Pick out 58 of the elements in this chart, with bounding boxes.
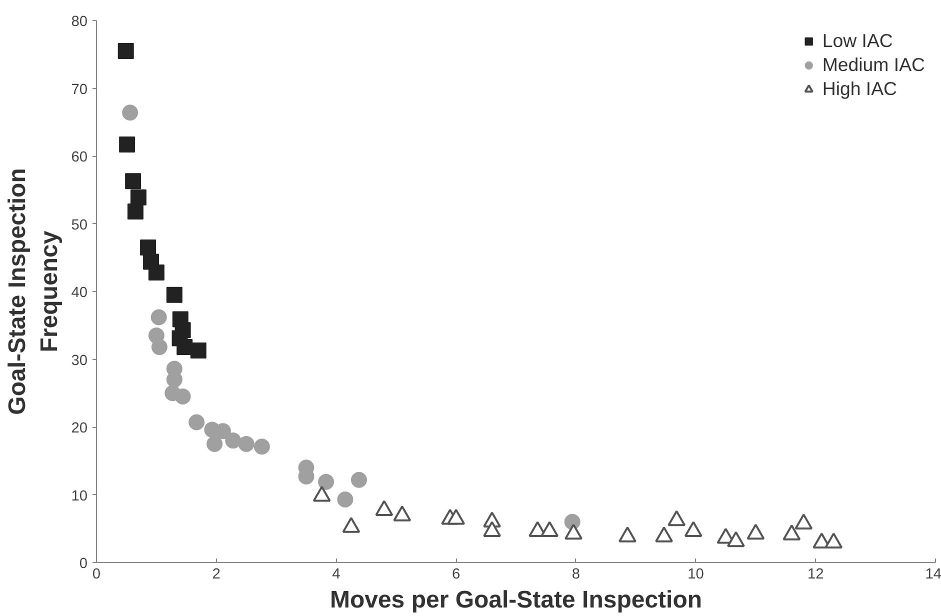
point	[393, 506, 412, 522]
point	[824, 532, 843, 548]
y-tick-label: 30	[71, 352, 88, 369]
point	[125, 173, 142, 190]
x-axis-title: Moves per Goal-State Inspection	[330, 586, 702, 614]
point	[254, 438, 270, 455]
y-tick-label: 50	[71, 217, 88, 234]
point	[206, 436, 223, 452]
point	[726, 531, 745, 548]
point	[782, 524, 801, 540]
x-tick-label: 4	[332, 566, 340, 582]
point	[350, 472, 367, 488]
x-tick-label: 12	[807, 566, 824, 582]
y-axis-title: Goal-State Inspection Frequency	[4, 168, 64, 415]
point	[225, 432, 242, 449]
y-tick-label: 70	[71, 82, 88, 98]
point	[312, 486, 331, 502]
point	[214, 423, 231, 440]
point	[140, 239, 156, 256]
y-tick-label: 20	[71, 420, 88, 436]
point	[794, 514, 813, 530]
point	[238, 436, 254, 452]
point	[174, 388, 191, 404]
point	[375, 500, 394, 516]
point	[172, 330, 188, 346]
point	[668, 510, 686, 526]
point	[618, 526, 636, 542]
point	[188, 414, 205, 430]
point	[564, 524, 583, 540]
x-tick-label: 0	[92, 566, 101, 582]
point	[150, 309, 167, 326]
y-tick-label: 80	[71, 14, 88, 30]
point	[447, 508, 466, 525]
y-tick-label: 0	[79, 556, 88, 572]
legend-label: Medium IAC	[822, 54, 925, 76]
legend-label: High IAC	[822, 78, 898, 100]
x-tick-label: 10	[688, 566, 704, 582]
point	[342, 517, 360, 533]
x-tick-label: 2	[212, 566, 220, 582]
y-tick-label: 60	[71, 150, 88, 166]
point	[318, 474, 334, 490]
y-tick-label: 40	[71, 285, 88, 301]
x-tick-label: 6	[452, 566, 460, 582]
legend-label: Low IAC	[822, 30, 893, 52]
point	[746, 524, 765, 540]
point	[540, 521, 559, 537]
point	[655, 526, 674, 542]
point	[127, 204, 144, 220]
point	[130, 189, 146, 206]
y-tick-label: 10	[71, 488, 88, 504]
point	[483, 521, 502, 537]
x-tick-label: 8	[572, 566, 580, 582]
point	[166, 286, 182, 303]
x-tick-label: 14	[925, 566, 941, 582]
point	[148, 264, 164, 281]
point	[151, 339, 168, 356]
point	[684, 521, 702, 537]
point	[190, 342, 206, 358]
